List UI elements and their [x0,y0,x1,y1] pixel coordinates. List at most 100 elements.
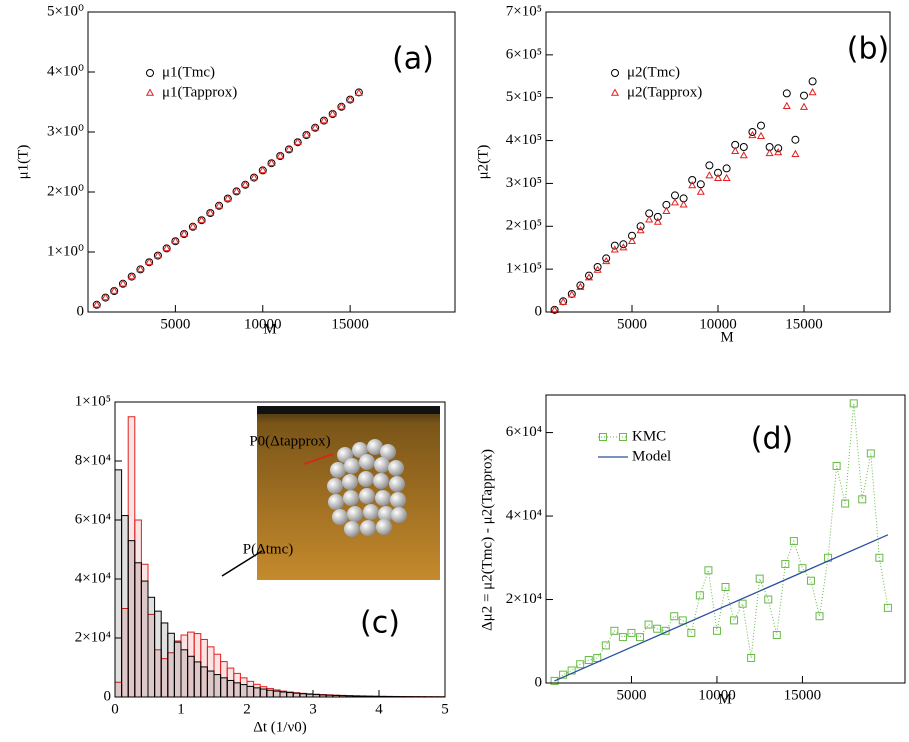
data-point [815,612,824,621]
plot-frame [87,11,456,313]
data-line [554,403,889,682]
data-point [764,595,773,604]
data-point [346,95,355,103]
data-point [705,171,714,179]
plot-frame [114,401,446,698]
data-point [687,628,696,637]
data-point [782,101,791,109]
legend-marker [599,433,607,441]
data-point [110,286,119,294]
y-tick-label: 5×10⁰ [47,3,84,19]
y-tick-label: 4×10⁴ [75,570,111,586]
plot-frame [545,394,906,684]
data-point [748,130,757,139]
y-axis-label: Δμ2 = μ2(Tmc) - μ2(Tapprox) [479,449,495,631]
inset-sky [257,406,440,414]
x-tick-label: 2 [243,701,251,717]
data-point [593,265,602,273]
histogram-bar [233,682,241,698]
data-point [284,144,294,153]
y-tick-label: 0 [104,688,112,704]
data-point [136,264,145,273]
data-point [627,628,636,637]
data-point [731,146,740,154]
data-point [679,200,688,208]
data-point [789,537,798,546]
histogram-bar [154,610,162,698]
x-tick-label: 3 [309,701,317,717]
histogram-bar [246,685,255,698]
y-tick-label: 6×10⁵ [506,46,542,62]
histogram-bar [253,687,261,698]
data-point [791,135,800,144]
y-tick-label: 0 [535,303,543,319]
histogram-bar [193,661,202,698]
data-point [800,91,808,100]
data-point [215,201,224,209]
data-point [688,181,697,189]
annotation: (a) [392,42,434,77]
data-point [610,626,619,635]
histogram-bar [180,649,189,698]
y-tick-label: 8×10⁴ [75,452,111,468]
y-axis-label: μ1(T) [15,145,31,180]
annotation-arrow [221,550,263,577]
data-point [739,143,748,151]
histogram-bar [286,692,294,698]
data-point [101,293,110,301]
data-point [712,626,721,635]
data-point [644,620,653,629]
x-axis-label: M [718,691,731,707]
y-tick-label: 4×10⁵ [506,132,542,148]
y-tick-label: 3×10⁰ [47,123,84,139]
data-point [696,187,705,195]
data-point [197,215,206,223]
x-tick-label: 10000 [244,316,282,332]
data-point [267,158,276,166]
x-tick-label: 15000 [784,687,822,703]
histogram-bar [206,670,215,698]
data-point [567,290,576,298]
histogram-bar [226,679,235,698]
data-point [808,77,817,86]
data-point [782,89,791,98]
data-point [730,616,739,625]
data-point [584,273,594,281]
legend-label: μ1(Tmc) [162,64,215,80]
data-point [722,173,731,181]
data-point [223,194,232,202]
y-tick-label: 2×10⁵ [506,218,542,234]
data-point [671,191,679,200]
data-point [808,88,817,96]
y-tick-label: 1×10⁰ [47,243,84,259]
y-tick-label: 1×10⁵ [75,393,111,409]
x-tick-label: 5 [441,701,449,717]
annotation: (c) [360,606,400,641]
data-point [858,495,867,504]
data-point [774,148,783,156]
data-point [153,251,162,259]
histogram-bar [272,690,281,698]
y-tick-label: 2×10⁴ [506,591,542,607]
data-point [721,583,730,591]
data-line [554,534,889,682]
data-point [92,300,101,308]
data-point [688,176,697,184]
histogram-bar [279,691,288,698]
x-axis-label: M [263,321,276,337]
data-point [602,254,611,263]
data-point [636,633,645,642]
data-point [302,130,311,138]
legend-marker [619,433,627,441]
data-point [841,499,850,508]
data-point [232,186,241,195]
inset-image [257,406,440,580]
x-tick-label: 5000 [617,316,647,332]
histogram-bar [266,689,274,698]
data-point [258,165,267,174]
data-point [618,633,627,642]
x-tick-label: 1 [177,701,185,717]
data-point [653,217,662,225]
data-point [756,131,766,139]
